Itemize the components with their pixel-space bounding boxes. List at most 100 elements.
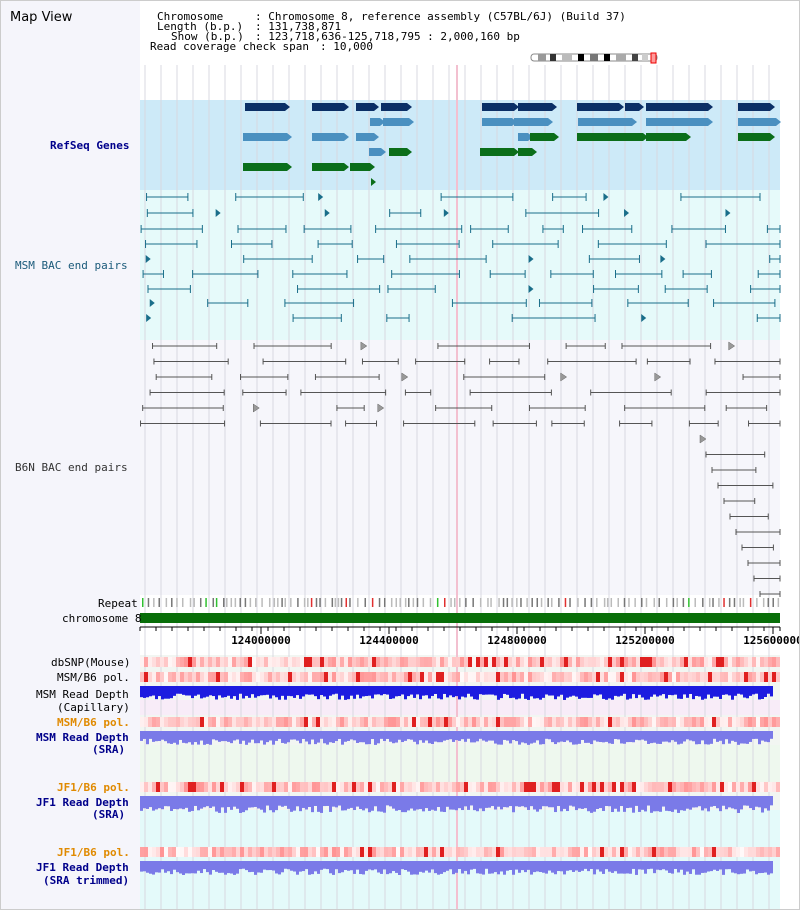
- msm-bac-track-label[interactable]: MSM BAC end pairs: [15, 259, 128, 272]
- heat-cell: [320, 717, 324, 727]
- depth-bar: [611, 686, 614, 700]
- heat-cell: [292, 672, 296, 682]
- repeat-mark: [733, 598, 736, 607]
- heat-cell: [364, 672, 368, 682]
- heat-cell: [756, 672, 760, 682]
- depth-bar: [263, 796, 266, 813]
- depth-bar: [293, 796, 296, 811]
- heat-cell: [392, 672, 396, 682]
- depth-bar: [374, 796, 377, 807]
- heat-cell: [288, 717, 292, 727]
- gene-block: [350, 163, 370, 171]
- heat-cell: [408, 657, 412, 667]
- heat-cell: [656, 847, 660, 857]
- heat-cell: [188, 847, 192, 857]
- depth-bar: [485, 686, 488, 695]
- depth-bar: [314, 796, 317, 807]
- heat-cell: [764, 657, 768, 667]
- heat-cell: [592, 717, 596, 727]
- repeat-mark: [479, 598, 482, 607]
- depth-bar: [482, 796, 485, 812]
- depth-bar: [506, 796, 509, 808]
- heat-cell: [172, 782, 176, 792]
- depth-bar: [389, 686, 392, 699]
- heat-cell: [196, 847, 200, 857]
- heat-cell: [140, 847, 144, 857]
- heat-cell: [164, 657, 168, 667]
- depth-bar: [260, 686, 263, 696]
- depth-bar: [755, 861, 758, 875]
- heat-cell: [364, 717, 368, 727]
- heat-cell: [548, 717, 552, 727]
- heat-cell: [524, 717, 528, 727]
- heat-cell: [148, 717, 152, 727]
- heat-cell: [276, 782, 280, 792]
- depth-bar: [275, 861, 278, 874]
- b6n-bac-track-label[interactable]: B6N BAC end pairs: [15, 461, 128, 474]
- depth-bar: [395, 731, 398, 743]
- depth-bar: [611, 731, 614, 744]
- heat-cell: [752, 782, 756, 792]
- heat-cell: [440, 657, 444, 667]
- heat-cell: [360, 717, 364, 727]
- depth-bar: [209, 861, 212, 875]
- repeat-mark: [658, 598, 660, 607]
- heat-cell: [688, 672, 692, 682]
- refseq-track-label[interactable]: RefSeq Genes: [50, 139, 130, 152]
- heat-cell: [544, 657, 548, 667]
- depth-bar: [671, 731, 674, 741]
- depth-bar: [227, 731, 230, 742]
- depth-bar: [476, 861, 479, 874]
- heat-cell: [604, 847, 608, 857]
- depth-bar: [752, 686, 755, 695]
- bac-arrow: [624, 209, 630, 217]
- heat-cell: [752, 847, 756, 857]
- depth-bar: [662, 861, 665, 870]
- depth-bar: [512, 861, 515, 875]
- depth-bar: [422, 731, 425, 743]
- depth-bar: [629, 731, 632, 743]
- heat-cell: [276, 847, 280, 857]
- heat-cell: [688, 782, 692, 792]
- depth-bar: [449, 686, 452, 696]
- heat-cell: [244, 847, 248, 857]
- repeat-mark: [315, 598, 318, 607]
- repeat-mark: [453, 598, 456, 607]
- repeat-mark: [408, 598, 410, 607]
- heat-cell: [512, 782, 516, 792]
- depth-bar: [299, 861, 302, 872]
- heat-cell: [204, 782, 208, 792]
- heat-cell: [340, 782, 344, 792]
- depth-bar: [467, 861, 470, 875]
- heat-cell: [460, 672, 464, 682]
- repeat-mark: [641, 598, 643, 607]
- depth-bar: [167, 731, 170, 744]
- heat-cell: [716, 847, 720, 857]
- heat-cell: [428, 657, 432, 667]
- heat-cell: [440, 672, 444, 682]
- heat-cell: [744, 657, 748, 667]
- depth-bar: [350, 686, 353, 696]
- depth-bar: [287, 861, 290, 870]
- depth-bar: [164, 861, 167, 873]
- depth-bar: [746, 861, 749, 870]
- depth-bar: [323, 686, 326, 697]
- depth-bar: [662, 796, 665, 807]
- depth-bar: [452, 731, 455, 742]
- heat-cell: [308, 672, 312, 682]
- heat-cell: [536, 717, 540, 727]
- heat-cell: [600, 782, 604, 792]
- depth-bar: [251, 731, 254, 740]
- depth-bar: [146, 861, 149, 873]
- heat-cell: [736, 782, 740, 792]
- heat-cell: [636, 782, 640, 792]
- heat-cell: [268, 672, 272, 682]
- depth-bar: [623, 861, 626, 874]
- heat-cell: [204, 847, 208, 857]
- msm-depth-capillary-label: MSM Read Depth: [36, 688, 129, 701]
- heat-cell: [232, 782, 236, 792]
- chromosome-ideogram[interactable]: [528, 52, 662, 64]
- depth-bar: [143, 796, 146, 809]
- gene-arrow: [409, 118, 414, 126]
